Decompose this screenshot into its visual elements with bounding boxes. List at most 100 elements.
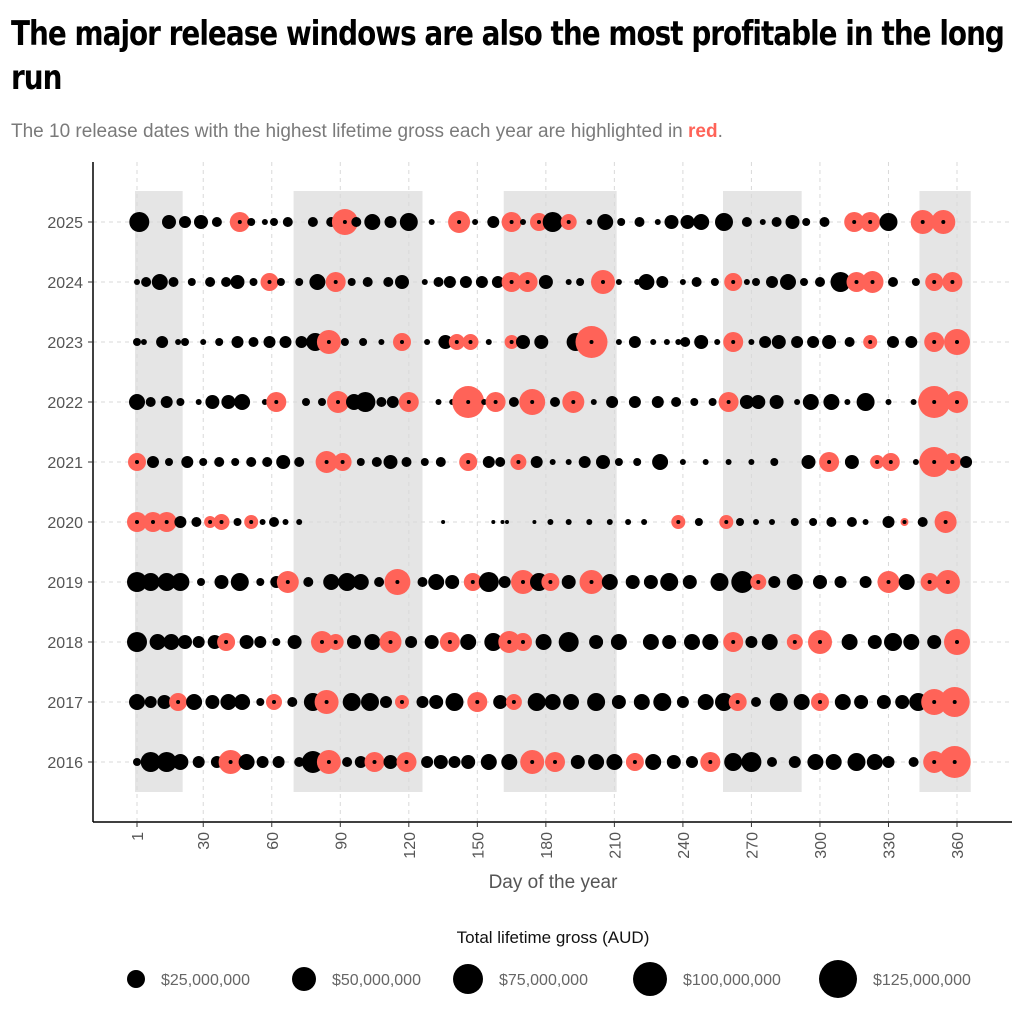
bubble xyxy=(487,216,500,228)
bubble xyxy=(666,755,681,769)
bubble xyxy=(819,217,830,227)
bubble xyxy=(769,519,775,525)
x-tick-label: 240 xyxy=(676,832,693,859)
bubble xyxy=(535,634,552,650)
bubble xyxy=(867,635,882,649)
bubble xyxy=(830,272,851,292)
bubble xyxy=(256,698,265,706)
bubble xyxy=(287,635,302,649)
chart-subtitle: The 10 release dates with the highest li… xyxy=(11,121,723,143)
bubble xyxy=(866,754,883,770)
x-tick-label: 90 xyxy=(333,832,350,850)
bubble xyxy=(663,339,670,345)
bubble xyxy=(834,694,851,710)
bubble-center-dot xyxy=(372,760,377,764)
bubble xyxy=(192,756,205,768)
bubble xyxy=(318,398,326,406)
subtitle-suffix: . xyxy=(717,121,723,142)
bubble xyxy=(272,638,281,646)
bubble-center-dot xyxy=(400,700,404,704)
bubble-center-dot xyxy=(955,340,959,344)
bubble xyxy=(576,278,585,286)
bubble xyxy=(601,574,618,590)
bubble xyxy=(615,279,622,285)
bubble-center-dot xyxy=(932,700,937,704)
bubble xyxy=(638,274,655,290)
bubble xyxy=(641,519,648,525)
bubble-center-dot xyxy=(466,400,471,404)
bubble xyxy=(352,574,369,590)
bubble xyxy=(793,694,810,710)
bubble xyxy=(364,634,381,650)
bubble xyxy=(445,575,460,589)
bubble xyxy=(587,693,606,711)
bubble xyxy=(168,277,179,287)
bubble-center-dot xyxy=(525,280,530,284)
bubble xyxy=(895,695,910,709)
bubble xyxy=(129,212,150,232)
bubble xyxy=(279,336,292,348)
bubble-center-dot xyxy=(342,220,347,224)
bubble xyxy=(675,339,682,345)
bubble xyxy=(516,335,530,349)
bubble-center-dot xyxy=(955,400,959,404)
bubble xyxy=(694,518,703,526)
bubble xyxy=(786,574,803,590)
bubble xyxy=(534,335,549,349)
bubble xyxy=(361,693,379,711)
bubble xyxy=(340,338,349,346)
bubble xyxy=(532,520,537,524)
bubble xyxy=(256,756,269,768)
bubble xyxy=(741,752,762,772)
y-tick-label: 2022 xyxy=(47,395,83,412)
bubble xyxy=(192,636,205,648)
bubble xyxy=(417,577,428,587)
bubble xyxy=(162,215,176,229)
bubble xyxy=(141,277,152,287)
bubble xyxy=(505,520,509,524)
bubble xyxy=(215,338,224,346)
bubble-center-dot xyxy=(509,220,514,224)
bubble xyxy=(800,278,808,286)
bubble xyxy=(739,395,754,409)
bubble xyxy=(588,754,605,770)
bubble xyxy=(294,457,305,467)
bubble-center-dot xyxy=(340,460,345,464)
bubble xyxy=(424,339,431,345)
bubble xyxy=(233,518,242,526)
legend-swatch xyxy=(127,970,145,988)
x-tick-label: 60 xyxy=(265,832,282,850)
bubble xyxy=(157,573,176,591)
bubble xyxy=(309,274,326,290)
bubble-center-dot xyxy=(509,340,514,344)
bubble xyxy=(741,217,752,227)
bubble xyxy=(165,458,173,466)
release-window-band xyxy=(293,191,423,792)
bubble xyxy=(428,219,435,225)
bubble-center-dot xyxy=(571,400,576,404)
bubble xyxy=(445,693,464,711)
bubble xyxy=(633,458,642,466)
bubble xyxy=(825,754,842,770)
bubble-center-dot xyxy=(400,340,404,344)
bubble xyxy=(307,217,318,227)
bubble xyxy=(903,634,920,650)
bubble xyxy=(480,754,497,770)
bubble xyxy=(141,573,160,591)
bubble-center-dot xyxy=(224,640,229,644)
bubble-center-dot xyxy=(509,280,514,284)
release-window-band xyxy=(135,191,183,792)
bubble xyxy=(493,695,508,709)
bubble-center-dot xyxy=(932,400,937,404)
bubble xyxy=(725,459,732,465)
bubble xyxy=(710,573,729,591)
bubble xyxy=(435,399,442,405)
bubble xyxy=(448,756,461,768)
bubble-center-dot xyxy=(249,520,254,524)
bubble xyxy=(651,396,664,408)
legend-title: Total lifetime gross (AUD) xyxy=(457,928,650,947)
bubble-center-dot xyxy=(395,580,400,584)
bubble xyxy=(690,398,699,406)
bubble xyxy=(420,458,429,466)
x-tick-label: 360 xyxy=(950,832,967,859)
